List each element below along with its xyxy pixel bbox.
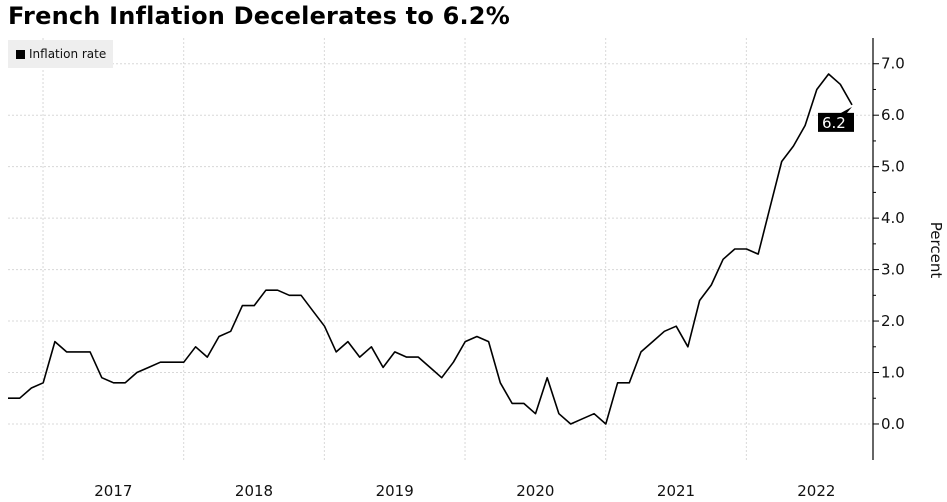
x-year-label: 2021 (657, 482, 695, 500)
inflation-rate-line (8, 73, 853, 425)
x-year-label: 2018 (235, 482, 273, 500)
chart-title: French Inflation Decelerates to 6.2% (8, 2, 510, 30)
legend-label: Inflation rate (29, 47, 107, 61)
x-year-label: 2019 (376, 482, 414, 500)
y-tick-label: 2.0 (881, 312, 905, 330)
y-tick-label: 4.0 (881, 209, 905, 227)
x-year-label: 2022 (797, 482, 835, 500)
y-axis: 0.0 1.0 2.0 3.0 4.0 5.0 6.0 7.0 (872, 38, 905, 460)
gridlines (8, 38, 873, 460)
last-value-text: 6.2 (822, 114, 846, 132)
y-tick-label: 6.0 (881, 106, 905, 124)
y-tick-label: 5.0 (881, 158, 905, 176)
last-value-label: 6.2 (818, 106, 854, 132)
y-axis-label: Percent (927, 222, 945, 279)
y-tick-label: 7.0 (881, 55, 905, 73)
last-value-flag (818, 106, 854, 132)
x-year-label: 2020 (516, 482, 554, 500)
y-tick-label: 3.0 (881, 261, 905, 279)
legend: Inflation rate (8, 40, 113, 68)
y-tick-label: 0.0 (881, 415, 905, 433)
legend-swatch-icon (16, 49, 25, 59)
y-tick-label: 1.0 (881, 364, 905, 382)
x-axis-labels: 2017 2018 2019 2020 2021 2022 (94, 482, 835, 500)
x-year-label: 2017 (94, 482, 132, 500)
